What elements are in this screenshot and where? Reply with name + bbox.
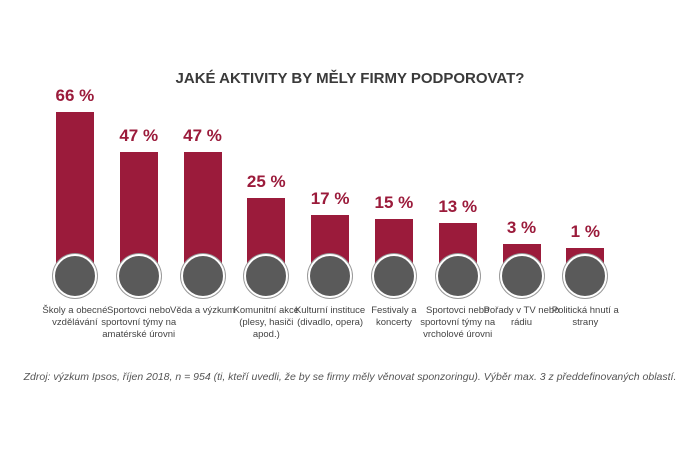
value-label: 47 % — [183, 125, 222, 145]
category-icon — [308, 254, 353, 298]
x-tick-label: Sportovci nebo sportovní týmy na amatérs… — [101, 305, 177, 340]
x-tick-label: Věda a výzkum — [170, 305, 235, 316]
chart-title: JAKÉ AKTIVITY BY MĚLY FIRMY PODPOROVAT? — [175, 70, 525, 87]
category-icon — [371, 254, 416, 298]
value-label: 66 % — [55, 86, 95, 106]
value-label: 47 % — [119, 125, 159, 145]
category-icon — [563, 254, 608, 298]
category-icon — [435, 254, 480, 298]
x-tick-label: Festivaly a koncerty — [371, 305, 417, 328]
value-label: 25 % — [246, 171, 286, 191]
x-tick-label: Pořady v TV nebo rádiu — [483, 305, 560, 328]
value-label: 1 % — [570, 221, 600, 241]
value-label: 13 % — [438, 196, 478, 216]
x-tick-label: Politická hnutí a strany — [551, 305, 619, 328]
x-tick-label: Sportovci nebo sportovní týmy na vrcholo… — [420, 305, 496, 340]
category-icon — [499, 254, 544, 298]
category-icon — [52, 254, 97, 298]
value-label: 3 % — [506, 217, 537, 237]
x-tick-label: Školy a obecné vzdělávání — [42, 305, 108, 328]
bar — [55, 112, 94, 275]
x-tick-label: Kulturní instituce (divadlo, opera) — [294, 305, 366, 328]
x-tick-label: Komunitní akce (plesy, hasiči apod.) — [233, 305, 300, 340]
value-label: 17 % — [310, 188, 350, 208]
category-icon — [244, 254, 289, 298]
category-icon — [116, 254, 161, 298]
category-icon — [180, 254, 225, 298]
source-note: Zdroj: výzkum Ipsos, říjen 2018, n = 954… — [23, 371, 677, 383]
value-label: 15 % — [374, 192, 414, 212]
